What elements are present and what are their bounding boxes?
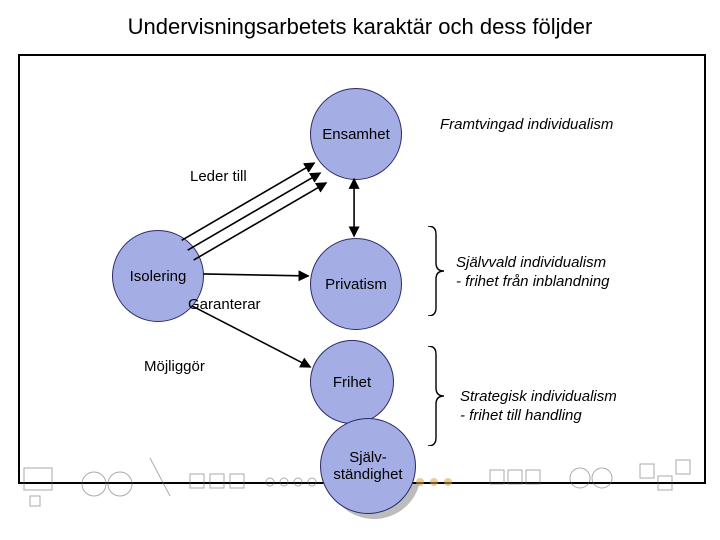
brace (426, 346, 446, 446)
node-frihet: Frihet (310, 340, 394, 424)
node-label: Privatism (325, 276, 387, 293)
brace (426, 226, 446, 316)
annotation: Självvald individualism - frihet från in… (456, 254, 609, 292)
page-title: Undervisningsarbetets karaktär och dess … (0, 0, 720, 48)
annotation: Framtvingad individualism (440, 116, 613, 135)
node-label: Själv- ständighet (333, 449, 402, 483)
edge-label: Leder till (190, 168, 247, 185)
node-label: Frihet (333, 374, 371, 391)
edge-label: Garanterar (188, 296, 261, 313)
node-sjalv: Själv- ständighet (320, 418, 416, 514)
node-privatism: Privatism (310, 238, 402, 330)
node-ensamhet: Ensamhet (310, 88, 402, 180)
annotation: Strategisk individualism - frihet till h… (460, 388, 617, 426)
edge-label: Möjliggör (144, 358, 205, 375)
diagram-frame: Ensamhet Isolering Privatism Frihet Själv- s… (18, 54, 706, 484)
node-label: Ensamhet (322, 126, 390, 143)
node-label: Isolering (130, 268, 187, 285)
